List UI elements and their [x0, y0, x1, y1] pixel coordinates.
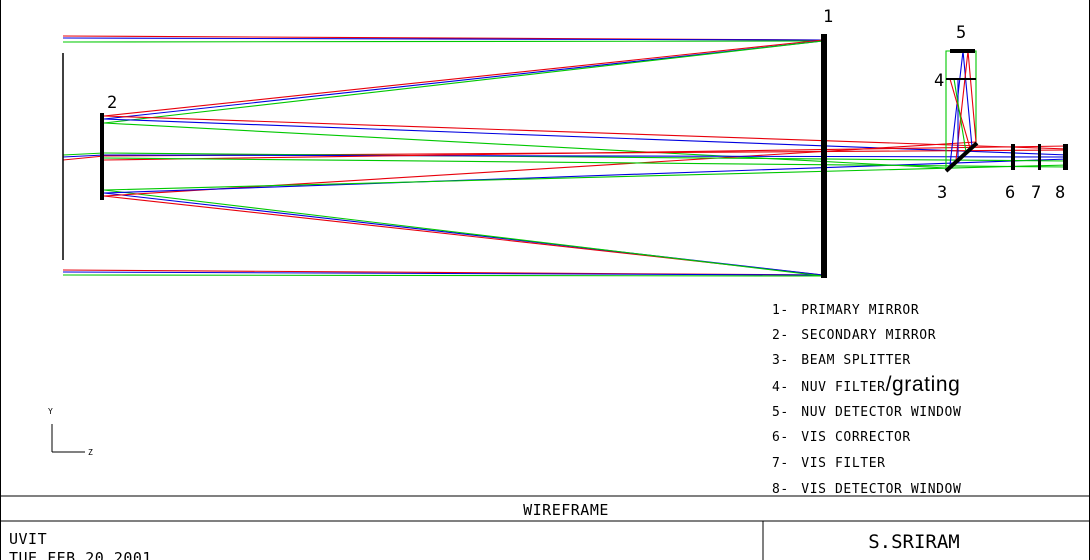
ray-trace-23 [103, 154, 1069, 158]
ray-trace-5 [62, 274, 824, 277]
ray-trace-17 [103, 122, 947, 169]
legend-num-5: 5- [772, 405, 789, 420]
legend-num-8: 8- [772, 482, 789, 497]
author-name: S.SRIRAM [868, 531, 960, 553]
label-beam-splitter: 3 [937, 183, 947, 203]
legend-entry-2: 2- SECONDARY MIRROR [772, 328, 936, 343]
label-nuv-filter: 4 [934, 71, 944, 91]
legend-text-6: VIS CORRECTOR [801, 430, 911, 445]
legend-entry-1: 1- PRIMARY MIRROR [772, 303, 919, 318]
title-block: WIREFRAME UVIT TUE FEB 20 2001 S.SRIRAM [0, 495, 1090, 560]
legend-num-4: 4- [772, 380, 789, 395]
label-vis-detector: 8 [1055, 183, 1065, 203]
ray-trace-20 [103, 164, 1069, 191]
ray-trace-4 [62, 271, 824, 276]
vis-filter [1038, 144, 1041, 170]
ray-trace-25 [103, 157, 1069, 168]
beam-splitter [944, 141, 979, 173]
legend-text-2: SECONDARY MIRROR [801, 328, 936, 343]
legend-text-4: NUV FILTER [801, 380, 885, 395]
vis-detector-window [1063, 144, 1068, 170]
secondary-mirror [100, 113, 104, 200]
ray-trace-22 [103, 152, 1069, 162]
ray-trace-19 [103, 158, 1069, 194]
legend-entry-8: 8- VIS DETECTOR WINDOW [772, 482, 961, 497]
label-secondary: 2 [107, 93, 117, 113]
legend-entry-4: 4- NUV FILTER/grating [772, 373, 960, 396]
ray-trace-24 [103, 145, 1069, 161]
ray-trace-16 [103, 118, 1069, 156]
legend-num-1: 1- [772, 303, 789, 318]
legend-num-7: 7- [772, 456, 789, 471]
legend-num-6: 6- [772, 430, 789, 445]
project-name: UVIT [9, 530, 47, 548]
legend-text-7: VIS FILTER [801, 456, 885, 471]
legend-entry-3: 3- BEAM SPLITTER [772, 353, 911, 368]
legend: 1- PRIMARY MIRROR 2- SECONDARY MIRROR 3-… [772, 303, 961, 497]
ray-trace-group [62, 35, 1069, 277]
legend-text-1: PRIMARY MIRROR [801, 303, 919, 318]
label-vis-corrector: 6 [1005, 183, 1015, 203]
ray-trace-1 [62, 37, 824, 41]
axis-z-label: Z [88, 448, 93, 457]
label-vis-filter: 7 [1031, 183, 1041, 203]
legend-extra-4: /grating [886, 373, 961, 396]
legend-text-8: VIS DETECTOR WINDOW [801, 482, 961, 497]
label-nuv-detector: 5 [956, 23, 966, 43]
legend-text-3: BEAM SPLITTER [801, 353, 911, 368]
label-primary: 1 [823, 7, 833, 27]
legend-num-3: 3- [772, 353, 789, 368]
ray-trace-13 [62, 152, 105, 156]
legend-entry-6: 6- VIS CORRECTOR [772, 430, 911, 445]
axis-triad: Y Z [48, 407, 93, 457]
ray-trace-6 [103, 39, 824, 117]
ray-trace-12 [62, 155, 105, 161]
view-label: WIREFRAME [523, 501, 609, 519]
axis-y-label: Y [48, 407, 53, 416]
ray-trace-28 [955, 50, 977, 161]
legend-num-2: 2- [772, 328, 789, 343]
legend-entry-7: 7- VIS FILTER [772, 456, 886, 471]
ray-trace-15 [103, 115, 1069, 150]
primary-mirror [821, 34, 827, 278]
ray-trace-2 [62, 40, 824, 43]
vis-corrector [1011, 144, 1015, 170]
ray-trace-7 [103, 40, 824, 120]
ray-trace-8 [103, 40, 824, 124]
ray-trace-11 [103, 189, 824, 277]
ray-trace-14 [62, 154, 105, 158]
ray-trace-31 [953, 78, 967, 153]
legend-text-5: NUV DETECTOR WINDOW [801, 405, 961, 420]
drawing-date: TUE FEB 20 2001 [9, 549, 152, 560]
legend-entry-5: 5- NUV DETECTOR WINDOW [772, 405, 961, 420]
